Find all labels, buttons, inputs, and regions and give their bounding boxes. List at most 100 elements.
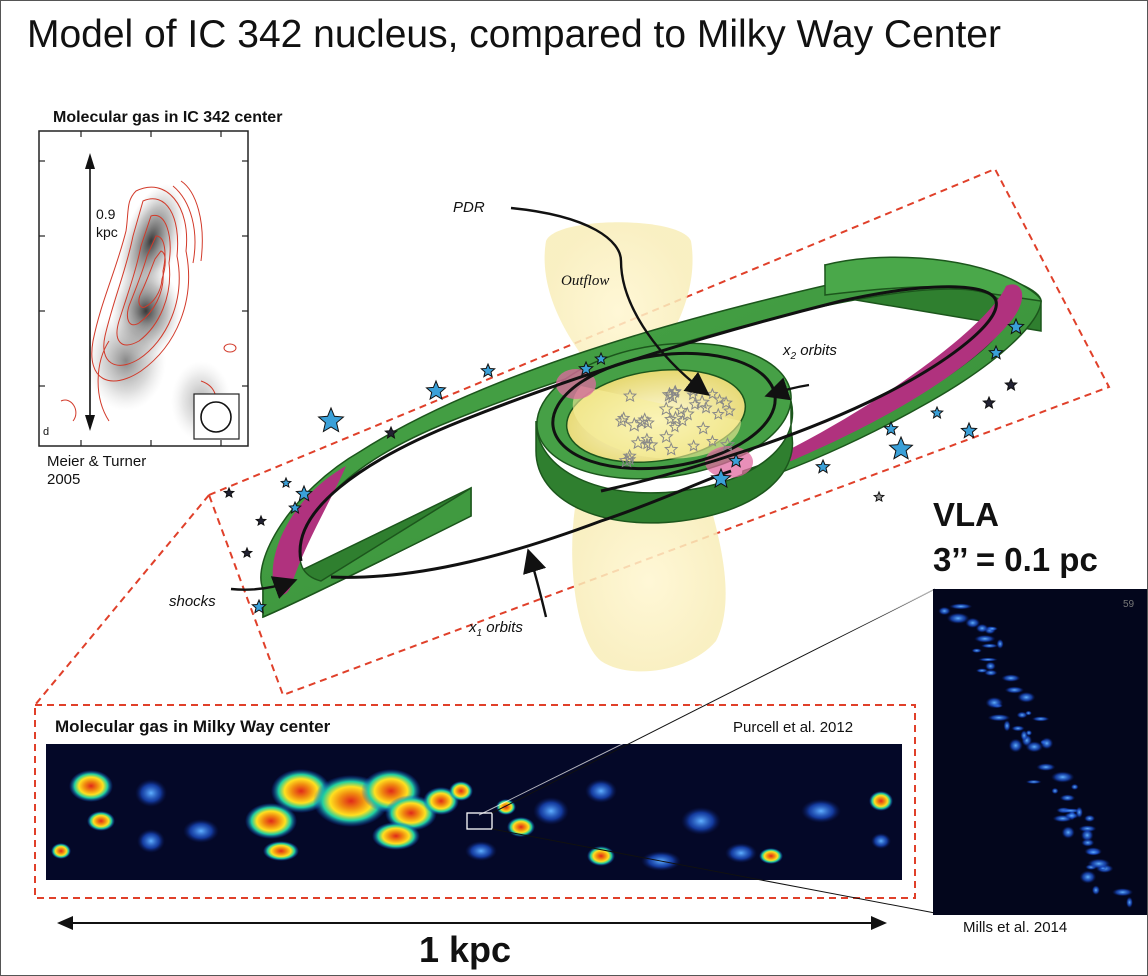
cluster-star [623, 452, 637, 466]
gas-emission [137, 829, 165, 853]
star-marker [982, 395, 996, 409]
vla-filament [1061, 826, 1075, 839]
cluster-star [640, 415, 655, 429]
cluster-star [687, 439, 701, 452]
cluster-star [679, 406, 695, 421]
vla-filament [1025, 710, 1032, 716]
vla-title-line2: 3’’ = 0.1 pc [933, 541, 1098, 578]
cluster-star [667, 410, 684, 425]
vla-filament [978, 657, 998, 662]
vla-filament [1091, 885, 1100, 895]
kpc-scale-label: 1 kpc [419, 929, 512, 970]
vla-credit: Mills et al. 2014 [963, 919, 1068, 936]
gas-emission [587, 846, 615, 866]
gas-emission [725, 843, 757, 863]
vla-filament [1126, 896, 1133, 909]
cluster-star [668, 384, 682, 398]
cluster-star [637, 412, 652, 427]
vla-filament [946, 612, 970, 624]
star-marker [578, 360, 594, 376]
star-marker [254, 514, 268, 527]
star-marker [240, 546, 254, 559]
star-marker [317, 406, 345, 433]
gas-emission [183, 819, 219, 843]
cluster-star [668, 420, 682, 433]
vla-filament [985, 661, 996, 671]
vla-filament [965, 617, 981, 629]
x1-arrow [523, 548, 548, 618]
vla-filament [1059, 794, 1076, 802]
x2-orbits-label: x2 orbits [783, 342, 837, 362]
vla-filament [1011, 725, 1025, 732]
gas-emission [681, 807, 721, 835]
gas-emission [759, 848, 783, 864]
model-dashed-box [207, 167, 1111, 697]
star-marker [594, 351, 608, 365]
star-marker [295, 484, 313, 502]
gas-emission [245, 803, 297, 839]
gas-emission [869, 791, 893, 811]
star-marker [728, 452, 744, 468]
cluster-star [616, 411, 631, 424]
vla-filament [987, 714, 1011, 722]
vla-filament [974, 634, 996, 643]
milky-way-map [46, 744, 902, 880]
gas-emission [449, 781, 473, 801]
cluster-star [658, 401, 674, 416]
vla-map [933, 589, 1147, 915]
star-marker [710, 467, 732, 489]
ic342-inset-heading: Molecular gas in IC 342 center [53, 109, 283, 126]
x2-arrow [764, 377, 810, 401]
vla-filament [1112, 888, 1134, 897]
milky-way-dashed-box [34, 704, 916, 899]
vla-filament [1070, 783, 1079, 791]
vla-filament [938, 606, 951, 616]
vla-filament [1003, 720, 1011, 732]
vla-filament [980, 643, 999, 649]
vla-filament [1025, 779, 1042, 785]
vla-filament [1040, 737, 1054, 750]
ic342-credit-line2: 2005 [47, 471, 81, 488]
vla-filament [984, 669, 998, 676]
star-marker [384, 425, 398, 439]
vla-filament [986, 626, 998, 632]
gas-emission [465, 841, 497, 861]
gas-emission [871, 833, 891, 849]
cluster-star [713, 393, 726, 405]
gas-emission [372, 822, 420, 850]
gas-emission [533, 797, 569, 825]
vla-filament [949, 603, 973, 610]
vla-filament [1031, 716, 1050, 722]
vla-filament [971, 648, 982, 653]
vla-filament [1016, 711, 1028, 719]
milky-way-credit: Purcell et al. 2012 [733, 719, 854, 736]
cluster-star [659, 429, 674, 444]
ic342-panel-letter: d [43, 426, 50, 438]
pdr-arrow [510, 206, 710, 396]
cluster-star [630, 435, 646, 450]
cluster-star [622, 388, 638, 403]
ic342-inset-frame [38, 130, 249, 447]
vla-filament [1050, 771, 1075, 783]
vla-filament [1001, 674, 1021, 682]
vla-filament [1064, 812, 1079, 820]
cluster-star [668, 385, 682, 399]
cluster-star [694, 394, 710, 410]
star-marker [279, 476, 293, 489]
star-marker [251, 598, 267, 614]
vla-filament [1017, 691, 1036, 703]
star-marker [988, 344, 1004, 360]
cluster-star [719, 436, 736, 452]
cluster-star [664, 412, 678, 425]
star-marker [883, 420, 899, 436]
vla-filament [985, 696, 1004, 709]
x1-orbits-label: x1 orbits [469, 619, 523, 639]
vla-filament [1080, 828, 1094, 842]
cluster-star [640, 437, 654, 450]
pdr-label: PDR [453, 199, 485, 216]
vla-filament [1008, 738, 1023, 753]
vla-filament [975, 623, 989, 633]
cluster-star [711, 407, 725, 420]
vla-filament [1025, 729, 1033, 736]
